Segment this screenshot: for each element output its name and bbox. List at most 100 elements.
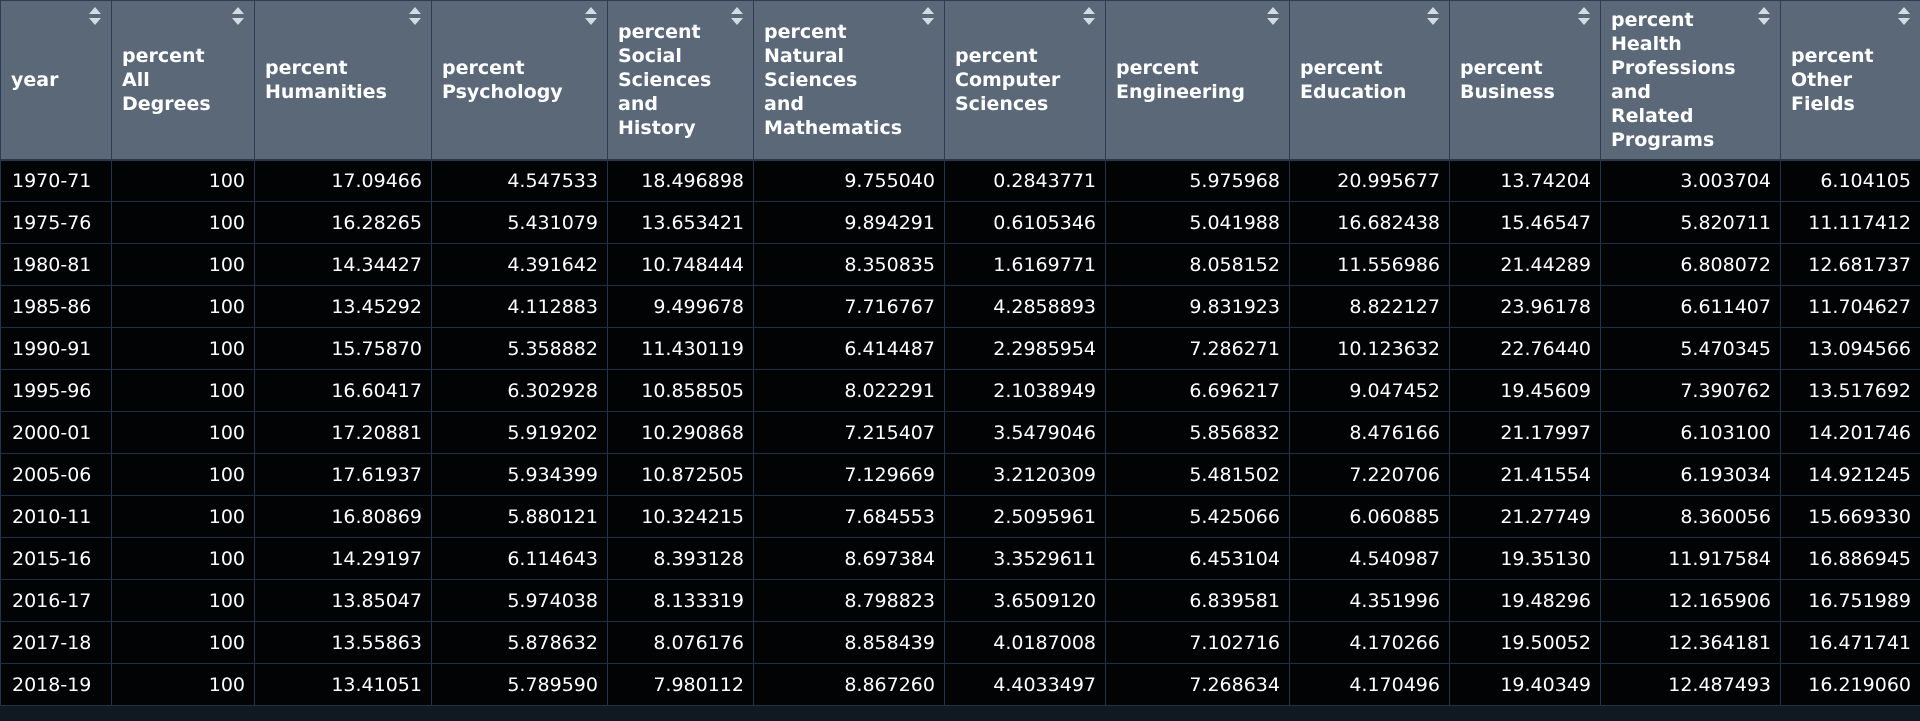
column-header-education[interactable]: percent Education: [1289, 0, 1450, 161]
sort-icon[interactable]: [922, 7, 934, 25]
column-header-other-fields[interactable]: percent Other Fields: [1780, 0, 1920, 161]
cell-natural-sciences-math: 9.755040: [753, 159, 945, 202]
table-body: 1970-71 100 17.09466 4.547533 18.496898 9.755…: [0, 159, 1920, 706]
header-line: Mathematics: [764, 116, 903, 139]
sort-icon[interactable]: [232, 7, 244, 25]
table-row: 1995-96 100 16.60417 6.302928 10.858505 8.022…: [0, 369, 1920, 412]
header-line: Related: [1611, 104, 1694, 127]
cell-computer-sciences: 3.2120309: [944, 453, 1106, 496]
header-line: percent: [265, 56, 348, 79]
sort-icon[interactable]: [1898, 7, 1910, 25]
header-line: Business: [1460, 80, 1555, 103]
cell-engineering: 7.268634: [1105, 663, 1290, 706]
sort-icon[interactable]: [1758, 7, 1770, 25]
column-header-humanities[interactable]: percent Humanities: [254, 0, 432, 161]
header-line: percent: [618, 20, 701, 43]
cell-humanities: 17.20881: [254, 411, 432, 454]
column-header-psychology[interactable]: percent Psychology: [431, 0, 608, 161]
header-line: percent: [1116, 56, 1199, 79]
cell-social-sciences-history: 10.748444: [607, 243, 754, 286]
cell-health-professions: 5.820711: [1600, 201, 1781, 244]
cell-all-degrees: 100: [111, 369, 255, 412]
cell-business: 22.76440: [1449, 327, 1601, 370]
sort-icon[interactable]: [585, 7, 597, 25]
table-row: 2018-19 100 13.41051 5.789590 7.980112 8.8672…: [0, 663, 1920, 706]
cell-humanities: 13.45292: [254, 285, 432, 328]
cell-other-fields: 14.921245: [1780, 453, 1920, 496]
cell-other-fields: 16.219060: [1780, 663, 1920, 706]
header-line: percent: [1460, 56, 1543, 79]
cell-year: 2017-18: [0, 621, 112, 664]
column-header-all-degrees[interactable]: percent All Degrees: [111, 0, 255, 161]
cell-health-professions: 6.808072: [1600, 243, 1781, 286]
cell-humanities: 14.34427: [254, 243, 432, 286]
cell-computer-sciences: 4.2858893: [944, 285, 1106, 328]
header-line: Computer: [955, 68, 1061, 91]
header-line: percent: [1300, 56, 1383, 79]
header-line: percent: [122, 44, 205, 67]
column-header-business[interactable]: percent Business: [1449, 0, 1601, 161]
cell-psychology: 5.880121: [431, 495, 608, 538]
cell-education: 20.995677: [1289, 159, 1450, 202]
cell-business: 21.27749: [1449, 495, 1601, 538]
cell-engineering: 5.856832: [1105, 411, 1290, 454]
cell-other-fields: 16.886945: [1780, 537, 1920, 580]
cell-business: 13.74204: [1449, 159, 1601, 202]
header-line: percent: [955, 44, 1038, 67]
cell-business: 19.48296: [1449, 579, 1601, 622]
cell-computer-sciences: 2.5095961: [944, 495, 1106, 538]
cell-other-fields: 14.201746: [1780, 411, 1920, 454]
header-line: Sciences: [764, 68, 858, 91]
column-header-engineering[interactable]: percent Engineering: [1105, 0, 1290, 161]
table-row: 1975-76 100 16.28265 5.431079 13.653421 9.894…: [0, 201, 1920, 244]
cell-computer-sciences: 0.6105346: [944, 201, 1106, 244]
cell-health-professions: 7.390762: [1600, 369, 1781, 412]
sort-icon[interactable]: [89, 7, 101, 25]
cell-natural-sciences-math: 8.867260: [753, 663, 945, 706]
cell-education: 8.822127: [1289, 285, 1450, 328]
cell-business: 21.17997: [1449, 411, 1601, 454]
cell-education: 9.047452: [1289, 369, 1450, 412]
table-row: 1970-71 100 17.09466 4.547533 18.496898 9.755…: [0, 159, 1920, 202]
sort-icon[interactable]: [1427, 7, 1439, 25]
cell-natural-sciences-math: 8.022291: [753, 369, 945, 412]
cell-health-professions: 12.487493: [1600, 663, 1781, 706]
cell-all-degrees: 100: [111, 663, 255, 706]
sort-icon[interactable]: [1267, 7, 1279, 25]
cell-natural-sciences-math: 7.129669: [753, 453, 945, 496]
column-header-computer-sciences[interactable]: percent Computer Sciences: [944, 0, 1106, 161]
table-row: 2005-06 100 17.61937 5.934399 10.872505 7.129…: [0, 453, 1920, 496]
cell-psychology: 5.974038: [431, 579, 608, 622]
cell-computer-sciences: 3.6509120: [944, 579, 1106, 622]
header-line: Humanities: [265, 80, 387, 103]
sort-icon[interactable]: [409, 7, 421, 25]
column-header-natural-sciences-math[interactable]: percent Natural Sciences and Mathematics: [753, 0, 945, 161]
cell-engineering: 6.696217: [1105, 369, 1290, 412]
cell-computer-sciences: 3.5479046: [944, 411, 1106, 454]
header-line: Other: [1791, 68, 1853, 91]
cell-social-sciences-history: 8.393128: [607, 537, 754, 580]
cell-humanities: 16.80869: [254, 495, 432, 538]
cell-business: 19.50052: [1449, 621, 1601, 664]
sort-icon[interactable]: [1083, 7, 1095, 25]
header-line: Health: [1611, 32, 1682, 55]
column-header-health-professions[interactable]: percent Health Professions and Related Progra…: [1600, 0, 1781, 161]
cell-computer-sciences: 1.6169771: [944, 243, 1106, 286]
cell-social-sciences-history: 11.430119: [607, 327, 754, 370]
cell-business: 21.44289: [1449, 243, 1601, 286]
cell-year: 1995-96: [0, 369, 112, 412]
sort-icon[interactable]: [1578, 7, 1590, 25]
header-line: percent: [442, 56, 525, 79]
cell-psychology: 4.547533: [431, 159, 608, 202]
cell-engineering: 6.839581: [1105, 579, 1290, 622]
sort-icon[interactable]: [731, 7, 743, 25]
cell-natural-sciences-math: 7.215407: [753, 411, 945, 454]
cell-humanities: 13.85047: [254, 579, 432, 622]
cell-year: 2016-17: [0, 579, 112, 622]
cell-all-degrees: 100: [111, 201, 255, 244]
cell-social-sciences-history: 10.290868: [607, 411, 754, 454]
cell-year: 2005-06: [0, 453, 112, 496]
column-header-year[interactable]: year: [0, 0, 112, 161]
column-header-social-sciences-history[interactable]: percent Social Sciences and History: [607, 0, 754, 161]
cell-natural-sciences-math: 6.414487: [753, 327, 945, 370]
